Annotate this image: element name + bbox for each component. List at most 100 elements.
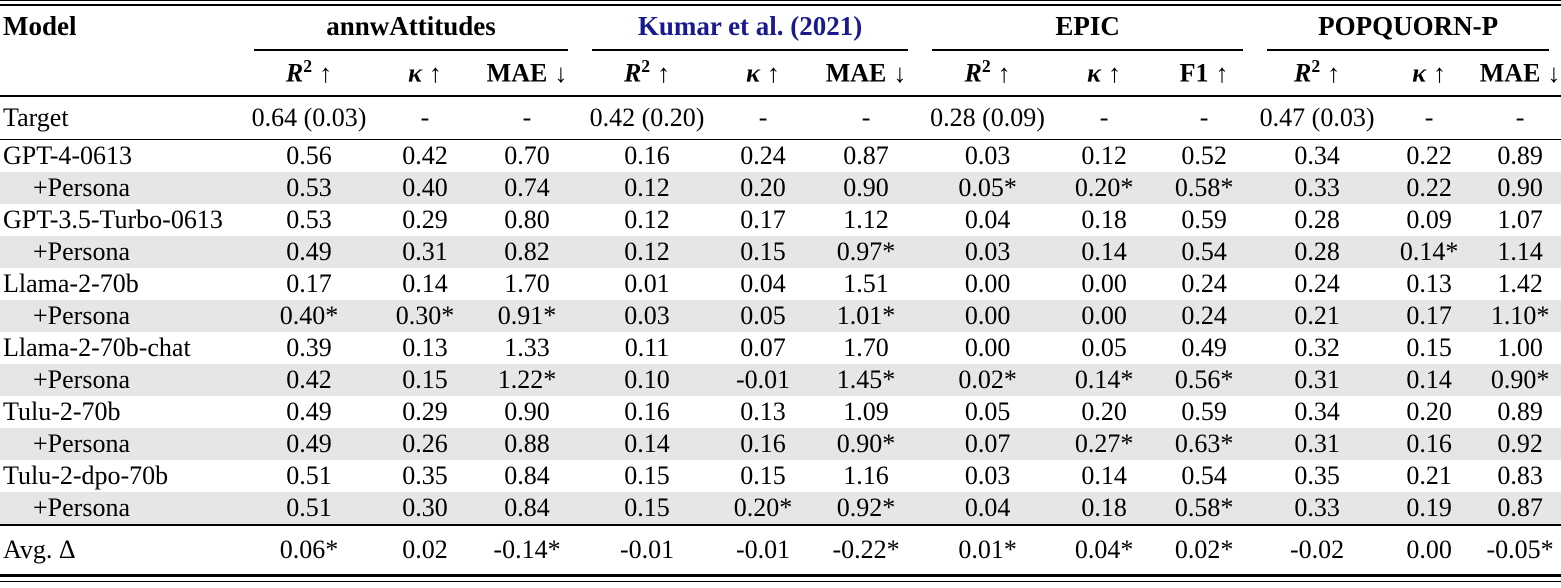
metric-value-cell: 1.07 (1497, 204, 1543, 234)
metric-value-cell: - (376, 95, 474, 140)
metric-value-cell: 0.01 (624, 268, 670, 298)
metric-value-cell: 0.14 (1081, 236, 1127, 266)
metric-value-cell: 0.51 (286, 492, 332, 522)
model-row: Llama-2-70b-chat 0.39 0.13 1.33 0.11 0.07 1.70… (0, 332, 1561, 364)
metric-value-cell: 0.56 (286, 140, 332, 170)
metric-value-cell: 0.12 (624, 172, 670, 202)
metric-value-cell: 0.13 (740, 396, 786, 426)
down-arrow-icon: ↓ (1547, 58, 1561, 88)
row-label: +Persona (33, 428, 130, 458)
metric-value-cell: 0.64 (0.03) (242, 95, 376, 140)
metric-value-cell: 0.49 (286, 428, 332, 458)
metric-value-cell: 0.17 (286, 268, 332, 298)
metric-value-cell: 0.54 (1181, 236, 1227, 266)
metric-header-kappa: κ ↑ (714, 50, 813, 97)
row-label: Llama-2-70b (3, 268, 139, 298)
metric-value-cell: 0.35 (1294, 460, 1340, 490)
metric-value-cell: - (714, 95, 813, 140)
persona-row: +Persona 0.49 0.26 0.88 0.14 0.16 0.90* 0.07 0.2… (0, 427, 1561, 460)
row-label: Avg. Δ (0, 523, 242, 575)
metric-header-mae: MAE ↓ (474, 50, 581, 97)
metric-value-cell: -0.01 (714, 523, 813, 575)
metric-value-cell: 0.34 (1294, 396, 1340, 426)
metric-value-cell: 0.40* (279, 300, 339, 330)
metric-value-cell: 0.00 (1081, 268, 1127, 298)
metric-value-cell: 0.12 (624, 204, 670, 234)
metric-value-cell: 0.07 (740, 332, 786, 362)
metric-value-cell: 0.52 (1181, 140, 1227, 170)
metric-value-cell: 0.17 (1406, 300, 1452, 330)
metric-value-cell: 0.80 (504, 204, 550, 234)
metric-value-cell: 0.14 (402, 268, 448, 298)
metric-value-cell: 0.70 (504, 140, 550, 170)
metric-value-cell: -0.01 (580, 523, 715, 575)
group-header-row: Model annwAttitudes Kumar et al. (2021) … (0, 5, 1561, 97)
metric-value-cell: 0.15 (740, 236, 786, 266)
metric-value-cell: 0.32 (1294, 332, 1340, 362)
metric-value-cell: 0.02* (1153, 523, 1256, 575)
metric-value-cell: -0.02 (1255, 523, 1380, 575)
metric-value-cell: 0.18 (1081, 492, 1127, 522)
metric-value-cell: 0.42 (286, 364, 332, 394)
metric-value-cell: 1.70 (843, 332, 889, 362)
row-label: Llama-2-70b-chat (3, 332, 191, 362)
metric-header-mae: MAE ↓ (812, 50, 921, 97)
metric-value-cell: 0.40 (402, 172, 448, 202)
metric-value-cell: 0.15 (1406, 332, 1452, 362)
metric-value-cell: 0.49 (286, 396, 332, 426)
row-label: +Persona (33, 364, 130, 394)
metric-value-cell: 1.00 (1497, 332, 1543, 362)
metric-value-cell: 0.14 (1081, 460, 1127, 490)
metric-value-cell: 1.70 (504, 268, 550, 298)
metric-value-cell: 1.01* (836, 300, 896, 330)
metric-value-cell: 0.90 (504, 396, 550, 426)
metric-value-cell: 0.97* (836, 236, 896, 266)
metric-value-cell: - (1055, 95, 1154, 140)
metric-value-cell: 0.14* (1074, 364, 1134, 394)
metric-value-cell: -0.01 (735, 364, 791, 394)
metric-value-cell: 0.13 (402, 332, 448, 362)
metric-value-cell: 0.28 (1294, 236, 1340, 266)
metric-value-cell: 0.20* (733, 492, 793, 522)
group-underline (1267, 49, 1550, 51)
metric-value-cell: 0.82 (504, 236, 550, 266)
metric-value-cell: - (812, 95, 921, 140)
row-label: Tulu-2-dpo-70b (3, 460, 169, 490)
group-header-kumar-2021: Kumar et al. (2021) (580, 5, 920, 51)
metric-value-cell: 0.20 (740, 172, 786, 202)
metric-value-cell: 0.59 (1181, 204, 1227, 234)
metric-value-cell: 0.89 (1497, 396, 1543, 426)
metric-value-cell: 0.16 (740, 428, 786, 458)
metric-value-cell: 0.92 (1497, 428, 1543, 458)
group-underline (592, 49, 909, 51)
metric-value-cell: 0.31 (1294, 364, 1340, 394)
metric-value-cell: 0.04 (740, 268, 786, 298)
metric-value-cell: 0.15 (624, 492, 670, 522)
up-arrow-icon: ↑ (997, 58, 1011, 88)
metric-value-cell: 0.20 (1081, 396, 1127, 426)
persona-row: +Persona 0.40* 0.30* 0.91* 0.03 0.05 1.01* 0.00… (0, 299, 1561, 332)
metric-value-cell: 1.14 (1497, 236, 1543, 266)
persona-row: +Persona 0.42 0.15 1.22* 0.10 -0.01 1.45* 0.02*… (0, 363, 1561, 396)
metric-value-cell: 0.13 (1406, 268, 1452, 298)
metric-value-cell: 0.24 (1294, 268, 1340, 298)
metric-value-cell: 0.88 (504, 428, 550, 458)
metric-value-cell: 0.49 (286, 236, 332, 266)
metric-value-cell: 1.45* (836, 364, 896, 394)
row-label: Target (0, 95, 242, 140)
group-header-popquorn-p: POPQUORN-P (1255, 5, 1561, 51)
metric-value-cell: 0.16 (624, 140, 670, 170)
metric-value-cell: 0.14 (1406, 364, 1452, 394)
column-header-model: Model (0, 5, 242, 97)
metric-value-cell: 0.42 (402, 140, 448, 170)
metric-value-cell: 0.10 (624, 364, 670, 394)
citation-link-kumar-2021[interactable]: Kumar et al. (2021) (637, 11, 863, 41)
row-label: GPT-3.5-Turbo-0613 (3, 204, 223, 234)
metric-value-cell: 0.90* (836, 428, 896, 458)
metric-value-cell: 1.22* (497, 364, 557, 394)
group-header-annwattitudes: annwAttitudes (242, 5, 580, 51)
avg-delta-row: Avg. Δ 0.06* 0.02 -0.14* -0.01 -0.01 -0.22* 0.0… (0, 523, 1561, 575)
metric-value-cell: 0.16 (1406, 428, 1452, 458)
metric-value-cell: 0.30 (402, 492, 448, 522)
group-header-epic: EPIC (920, 5, 1255, 51)
